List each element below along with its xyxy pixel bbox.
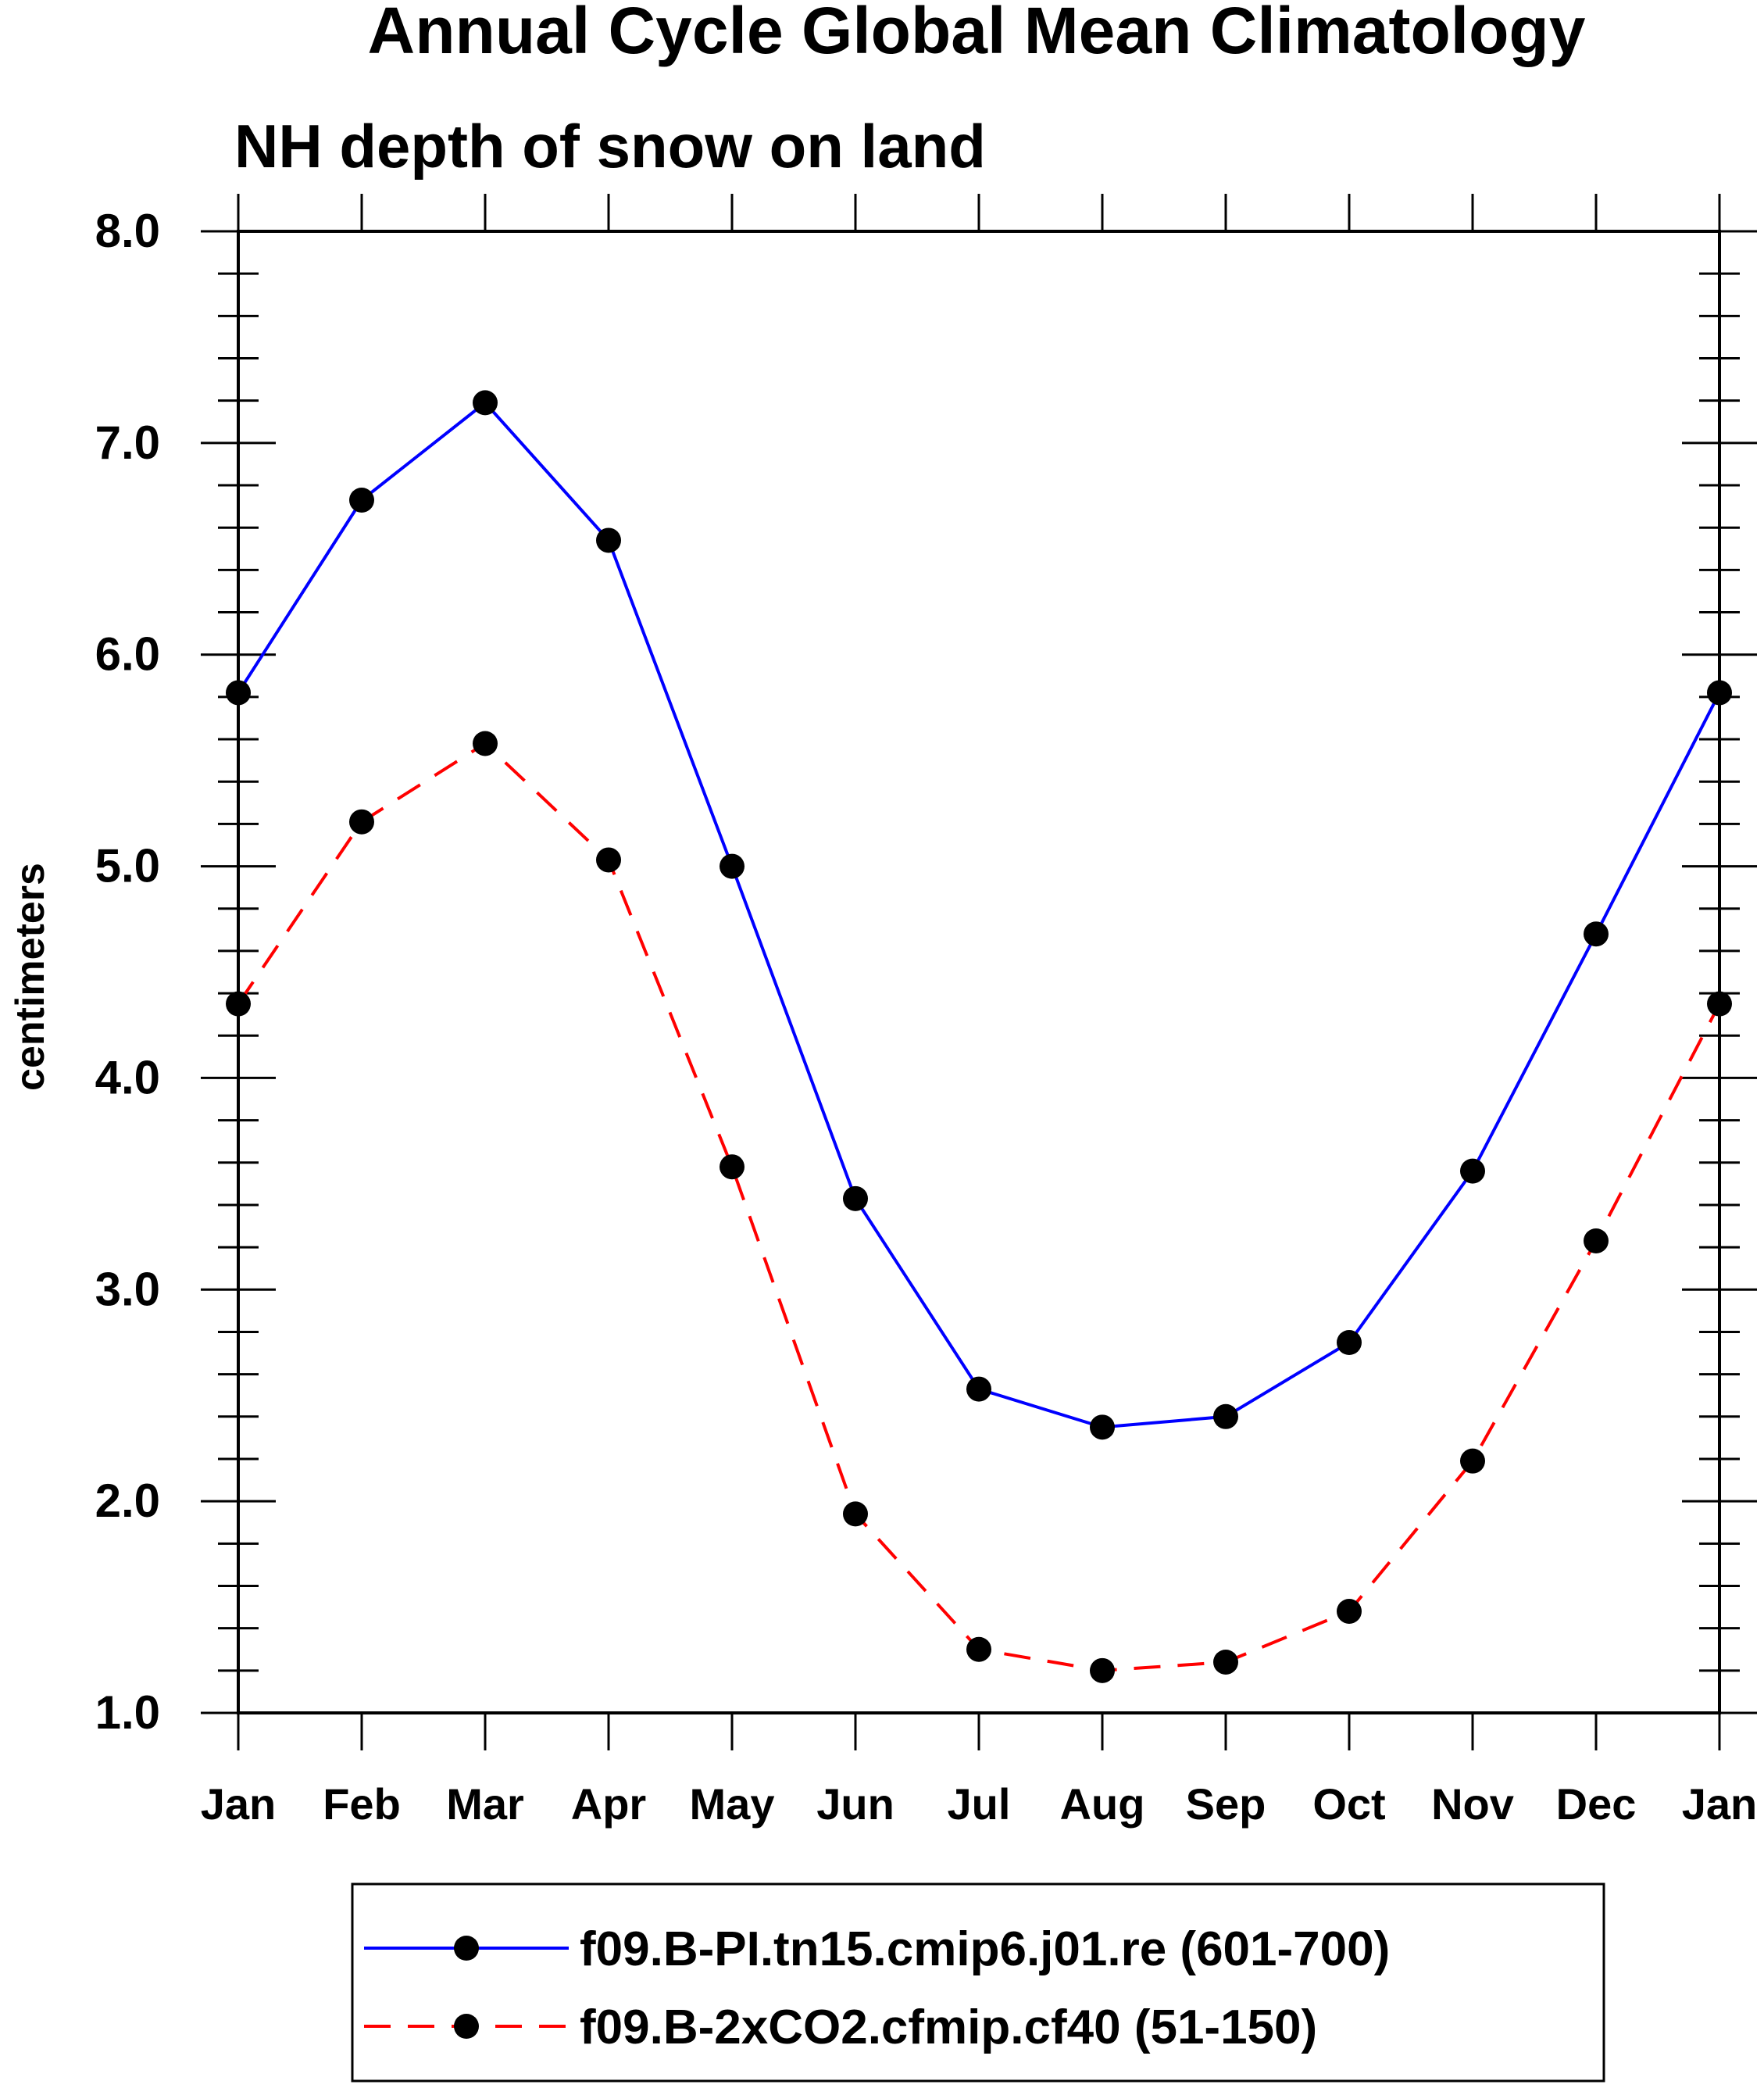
data-point: [1213, 1403, 1238, 1429]
x-tick-label: Mar: [446, 1779, 524, 1829]
legend-marker: [454, 2014, 479, 2039]
data-point: [1460, 1448, 1485, 1474]
x-tick-label: May: [690, 1779, 775, 1829]
data-point: [1090, 1414, 1115, 1440]
legend-marker: [454, 1936, 479, 1961]
data-point: [1707, 680, 1732, 706]
y-tick-label: 3.0: [95, 1263, 160, 1315]
data-point: [1584, 1228, 1609, 1253]
data-point: [843, 1501, 868, 1527]
data-point: [1090, 1657, 1115, 1683]
x-tick-label: Jan: [201, 1779, 277, 1829]
data-point: [1337, 1598, 1362, 1624]
data-point: [596, 847, 621, 873]
legend-label: f09.B-PI.tn15.cmip6.j01.re (601-700): [580, 1922, 1390, 1976]
data-point: [226, 680, 251, 706]
x-tick-label: Oct: [1312, 1779, 1385, 1829]
y-tick-label: 6.0: [95, 628, 160, 681]
series-line: [237, 400, 1721, 1429]
data-point: [349, 487, 374, 513]
y-tick-label: 1.0: [95, 1686, 160, 1739]
data-point: [596, 527, 621, 553]
data-point: [966, 1636, 991, 1662]
series-1: [226, 390, 1732, 1440]
chart-subtitle: NH depth of snow on land: [234, 112, 986, 181]
x-tick-label: Jan: [1682, 1779, 1758, 1829]
data-point: [473, 731, 498, 756]
data-point: [720, 1154, 745, 1180]
y-tick-label: 2.0: [95, 1475, 160, 1527]
data-point: [1460, 1158, 1485, 1184]
data-point: [1707, 991, 1732, 1017]
y-tick-label: 7.0: [95, 417, 160, 469]
legend-label: f09.B-2xCO2.cfmip.cf40 (51-150): [580, 2000, 1317, 2054]
x-tick-label: Feb: [323, 1779, 401, 1829]
legend: f09.B-PI.tn15.cmip6.j01.re (601-700) f09.…: [364, 1922, 1390, 2054]
legend-box: [351, 1882, 1605, 2083]
axis-ticks: [201, 194, 1757, 1750]
data-point: [1337, 1330, 1362, 1355]
data-point: [843, 1185, 868, 1211]
x-tick-label: Jul: [948, 1779, 1011, 1829]
y-tick-label: 5.0: [95, 840, 160, 892]
x-tick-label: Dec: [1556, 1779, 1637, 1829]
data-point: [226, 991, 251, 1017]
y-axis-label: centimeters: [8, 863, 53, 1091]
x-tick-label: Jun: [816, 1779, 894, 1829]
data-point: [1213, 1649, 1238, 1675]
y-tick-label: 4.0: [95, 1051, 160, 1103]
x-tick-label: Sep: [1186, 1779, 1266, 1829]
data-point: [349, 809, 374, 835]
data-point: [473, 390, 498, 416]
series-layer: [226, 390, 1732, 1683]
series-line: [237, 741, 1721, 1672]
chart-title: Annual Cycle Global Mean Climatology: [368, 0, 1586, 67]
data-point: [966, 1376, 991, 1402]
tick-labels: Jan Feb Mar Apr May Jun Jul Aug Sep Oct Nov Dec Jan 1…: [95, 205, 1758, 1829]
series-2: [226, 731, 1732, 1683]
y-tick-label: 8.0: [95, 205, 160, 257]
plot-frame: [237, 230, 1721, 1714]
x-tick-label: Apr: [571, 1779, 646, 1829]
x-tick-label: Aug: [1060, 1779, 1145, 1829]
x-tick-label: Nov: [1431, 1779, 1514, 1829]
data-point: [1584, 921, 1609, 947]
data-point: [720, 853, 745, 879]
